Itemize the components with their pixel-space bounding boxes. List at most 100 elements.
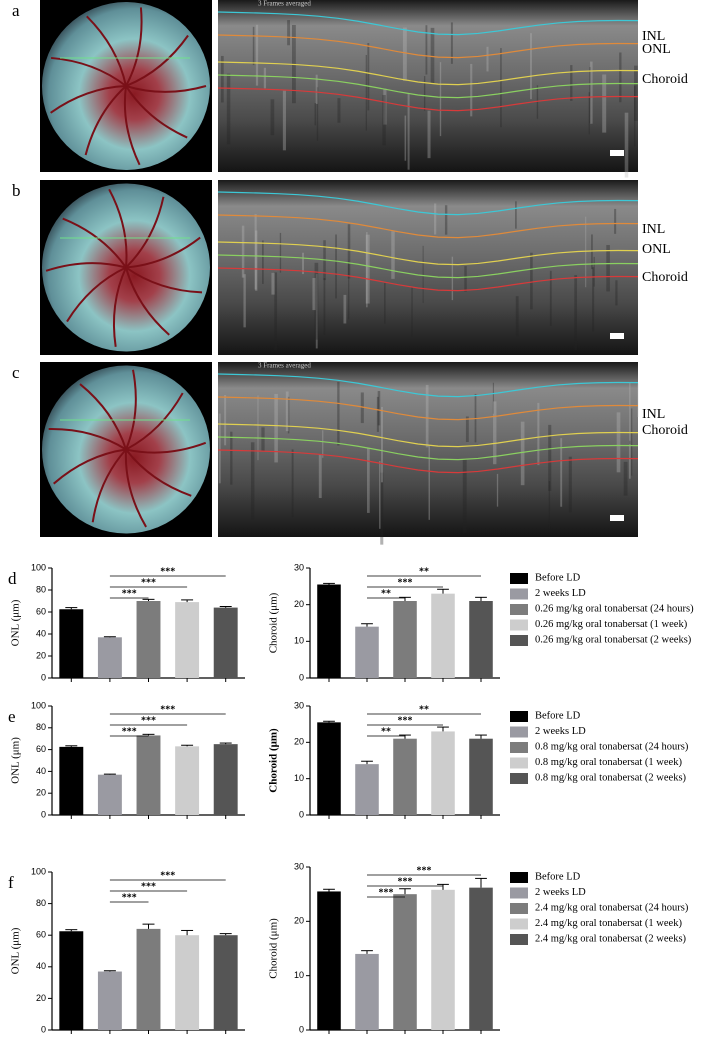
oct-speckle: [548, 481, 551, 530]
legend-label: Before LD: [535, 572, 581, 583]
overlay-text: 3 Frames averaged: [258, 362, 311, 370]
vessel: [125, 85, 188, 139]
oct-speckle: [444, 205, 448, 235]
oct-speckle: [323, 278, 326, 336]
bar: [175, 746, 200, 815]
bar: [59, 746, 84, 815]
y-tick-label: 0: [41, 809, 46, 819]
oct-speckle: [515, 201, 517, 229]
bar: [136, 601, 161, 678]
y-tick-label: 30: [294, 700, 304, 710]
y-tick-label: 80: [36, 584, 46, 594]
significance-label: **: [381, 726, 391, 737]
oct-speckle: [549, 270, 552, 326]
error-bar: [142, 923, 155, 929]
y-axis-label: Choroid (μm): [268, 728, 280, 793]
oct-speckle: [255, 230, 258, 291]
significance-label: ***: [122, 588, 137, 599]
significance-label: ***: [398, 577, 413, 588]
oct-speckle: [337, 98, 341, 123]
oct-speckle: [628, 444, 631, 479]
y-tick-label: 0: [299, 1024, 304, 1034]
vessel: [79, 383, 127, 450]
retina-layer: [217, 34, 639, 59]
error-bar: [437, 883, 449, 890]
oct-speckle: [402, 27, 407, 81]
oct-speckle: [377, 391, 381, 426]
error-bar: [103, 970, 116, 972]
significance-label: ***: [141, 881, 156, 892]
error-bar: [142, 598, 155, 601]
legend-swatch: [510, 604, 528, 615]
oct-speckle: [376, 396, 379, 432]
oct-speckle: [548, 424, 552, 491]
oct-speckle: [439, 62, 442, 137]
oct-speckle: [537, 402, 540, 466]
vessel: [125, 448, 192, 497]
oct-speckle: [243, 274, 246, 328]
panel-label: b: [12, 181, 21, 200]
retina-layer: [217, 11, 639, 36]
oct-speckle: [493, 401, 497, 465]
retina-layer: [217, 373, 639, 398]
oct-image: [218, 362, 638, 537]
y-tick-label: 0: [299, 672, 304, 682]
significance-label: ***: [398, 715, 413, 726]
oct-speckle: [450, 22, 453, 64]
oct-speckle: [348, 261, 350, 320]
y-axis-label: ONL (μm): [10, 737, 22, 784]
bar: [431, 889, 455, 1030]
oct-speckle: [380, 472, 384, 545]
bar: [393, 601, 417, 678]
vessel: [123, 85, 141, 166]
oct-speckle: [252, 26, 255, 66]
oct-speckle: [470, 63, 473, 117]
retina-layer: [217, 423, 639, 448]
oct-speckle: [515, 296, 519, 337]
vessel: [112, 267, 127, 347]
oct-speckle: [568, 456, 572, 513]
oct-speckle: [574, 275, 578, 350]
oct-speckle: [285, 391, 289, 432]
significance-label: ***: [160, 704, 175, 715]
error-bar: [219, 933, 232, 936]
vessel: [84, 85, 127, 156]
oct-speckle: [593, 256, 595, 287]
bar: [469, 887, 493, 1030]
vessel: [125, 441, 207, 454]
bar: [355, 764, 379, 815]
oct-speckle: [614, 208, 617, 234]
legend-swatch: [510, 742, 528, 753]
y-tick-label: 40: [36, 766, 46, 776]
oct-speckle: [254, 214, 257, 290]
y-tick-label: 20: [36, 993, 46, 1003]
bar: [393, 738, 417, 815]
legend-label: 2.4 mg/kg oral tonabersat (2 weeks): [535, 933, 687, 944]
significance-label: ***: [122, 892, 137, 903]
retina-layer: [217, 267, 639, 292]
significance-label: ***: [122, 726, 137, 737]
retina-layer: [217, 87, 639, 112]
oct-speckle: [407, 93, 410, 170]
oct-speckle: [430, 27, 435, 84]
oct-speckle: [335, 234, 337, 299]
bar: [469, 738, 493, 815]
legend-label: 0.26 mg/kg oral tonabersat (1 week): [535, 619, 688, 630]
retina-layer: [217, 436, 639, 461]
oct-speckle: [464, 266, 467, 292]
oct-speckle: [343, 294, 347, 324]
legend-label: 0.26 mg/kg oral tonabersat (24 hours): [535, 603, 694, 614]
error-bar: [437, 726, 449, 732]
error-bar: [475, 596, 487, 601]
bar: [59, 609, 84, 678]
vessel: [86, 15, 127, 87]
oct-speckle: [585, 216, 587, 288]
legend-swatch: [510, 619, 528, 631]
oct-speckle: [520, 421, 525, 486]
legend-swatch: [510, 934, 528, 945]
oct-speckle: [486, 46, 489, 72]
y-tick-label: 80: [36, 898, 46, 908]
error-bar: [65, 745, 78, 747]
oct-speckle: [465, 416, 469, 442]
oct-speckle: [302, 252, 304, 275]
